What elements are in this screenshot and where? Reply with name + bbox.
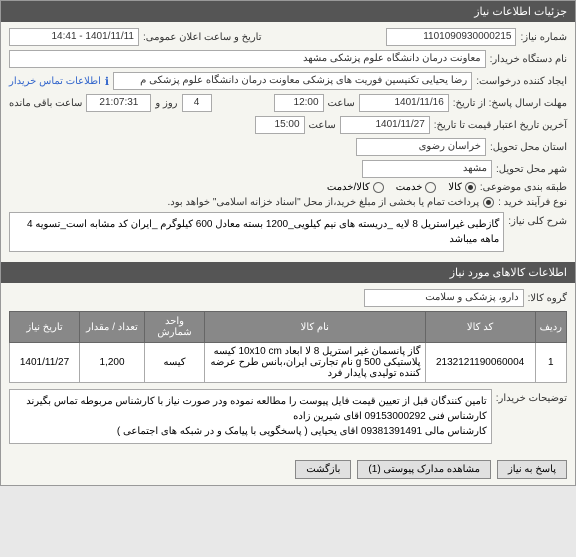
cell-qty: 1,200 [80,343,145,383]
contact-link[interactable]: اطلاعات تماس خریدار [9,76,101,87]
radio-dot-goods [465,182,476,193]
radio-label-goods: کالا [448,182,462,193]
time-label-1: ساعت [328,98,355,109]
table-row: 1 2132121190060004 گاز پانسمان غیر استری… [10,343,567,383]
cell-name: گاز پانسمان غیر استریل 8 لا ابعاد 10x10 … [205,343,426,383]
province-label: استان محل تحویل: [490,142,567,153]
validity-label: آخرین تاریخ اعتبار قیمت تا تاریخ: [434,120,567,131]
col-unit: واحد شمارش [145,312,205,343]
radio-label-service: خدمت [396,182,423,193]
page-title: جزئیات اطلاعات نیاز [474,6,567,18]
creator-field: رضا یحیایی تکنیسین فوریت های پزشکی معاون… [113,72,472,90]
validity-date-field: 1401/11/27 [340,116,430,134]
cell-code: 2132121190060004 [425,343,535,383]
group-label: گروه کالا: [528,293,567,304]
info-icon: ℹ [105,75,109,88]
need-number-field: 1101090930000215 [386,28,516,46]
attachments-button[interactable]: مشاهده مدارک پیوستی (1) [357,460,491,479]
day-value-field: 4 [182,94,212,112]
remain-time-field: 21:07:31 [86,94,151,112]
cell-idx: 1 [535,343,566,383]
creator-label: ایجاد کننده درخواست: [476,76,567,87]
classify-radio-group: کالا خدمت کالا/خدمت [327,182,476,193]
classify-label: طبقه بندی موضوعی: [480,182,567,193]
need-number-label: شماره نیاز: [520,32,567,43]
process-note: پرداخت تمام یا بخشی از مبلغ خرید،از محل … [168,197,480,208]
reply-button[interactable]: پاسخ به نیاز [497,460,567,479]
group-field: دارو، پزشکی و سلامت [364,289,524,307]
radio-label-both: کالا/خدمت [327,182,370,193]
col-name: نام کالا [205,312,426,343]
cell-date: 1401/11/27 [10,343,80,383]
time-label-2: ساعت [309,120,336,131]
city-label: شهر محل تحویل: [496,164,567,175]
process-label: نوع فرآیند خرید : [498,197,567,208]
deadline-time-field: 12:00 [274,94,324,112]
radio-goods[interactable]: کالا [448,182,476,193]
deadline-date-field: 1401/11/16 [359,94,449,112]
announce-label: تاریخ و ساعت اعلان عمومی: [143,32,262,43]
remain-label: ساعت باقی مانده [9,98,82,109]
process-radio[interactable] [483,197,494,208]
goods-header: اطلاعات کالاهای مورد نیاز [1,262,575,283]
province-field: خراسان رضوی [356,138,486,156]
radio-dot-both [373,182,384,193]
button-row: پاسخ به نیاز مشاهده مدارک پیوستی (1) باز… [1,454,575,485]
deadline-label: مهلت ارسال پاسخ: از تاریخ: [453,98,567,109]
goods-header-title: اطلاعات کالاهای مورد نیاز [450,267,567,279]
day-label: روز و [155,98,177,109]
col-date: تاریخ نیاز [10,312,80,343]
col-code: کد کالا [425,312,535,343]
radio-dot-service [425,182,436,193]
form-area: شماره نیاز: 1101090930000215 تاریخ و ساع… [1,22,575,262]
notes-field: تامین کنندگان قبل از تعیین قیمت فایل پیو… [9,389,492,444]
desc-field: گازطبی غیراستریل 8 لایه _دریسته های نیم … [9,212,504,252]
announce-field: 1401/11/11 - 14:41 [9,28,139,46]
page-header: جزئیات اطلاعات نیاز [1,1,575,22]
radio-service[interactable]: خدمت [396,182,437,193]
col-qty: تعداد / مقدار [80,312,145,343]
desc-label: شرح کلی نیاز: [508,212,567,227]
org-field: معاونت درمان دانشگاه علوم پزشکی مشهد [9,50,486,68]
goods-table: ردیف کد کالا نام کالا واحد شمارش تعداد /… [9,311,567,383]
validity-time-field: 15:00 [255,116,305,134]
org-label: نام دستگاه خریدار: [490,54,567,65]
city-field: مشهد [362,160,492,178]
notes-label: توضیحات خریدار: [496,389,567,404]
radio-both[interactable]: کالا/خدمت [327,182,384,193]
back-button[interactable]: بازگشت [295,460,351,479]
col-idx: ردیف [535,312,566,343]
cell-unit: کیسه [145,343,205,383]
